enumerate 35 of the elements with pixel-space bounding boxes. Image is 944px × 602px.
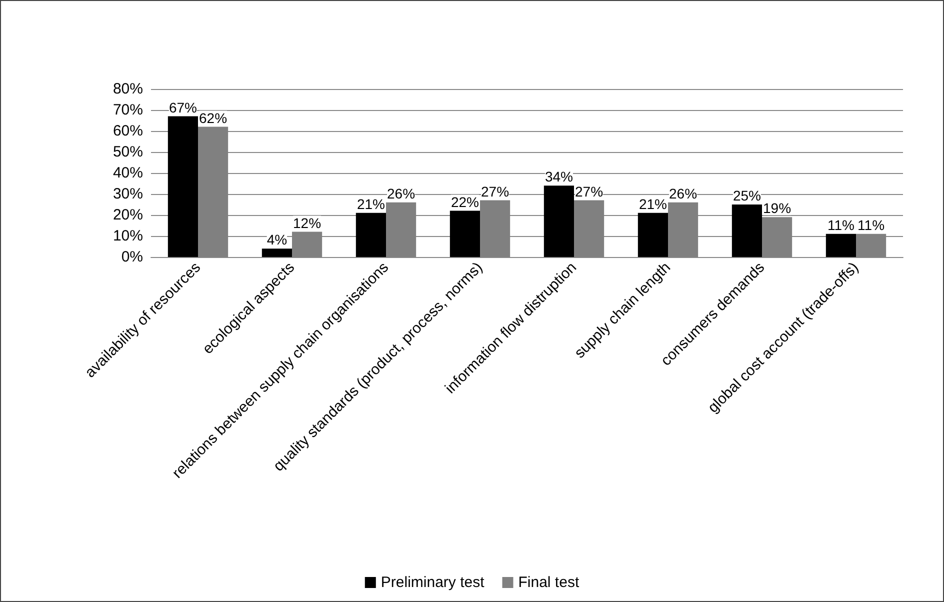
- data-label: 25%: [732, 188, 761, 204]
- y-tick-label: 80%: [112, 80, 143, 98]
- bar: [732, 204, 762, 257]
- data-label: 22%: [450, 194, 479, 210]
- data-label: 11%: [827, 216, 854, 233]
- y-tick-label: 50%: [112, 144, 143, 160]
- data-label: 12%: [293, 214, 322, 231]
- data-label: 26%: [387, 185, 416, 202]
- data-label: 11%: [858, 216, 885, 233]
- data-label: 62%: [199, 110, 228, 126]
- y-tick-label: 20%: [112, 206, 143, 224]
- bar: [638, 212, 668, 257]
- bar: [826, 234, 856, 257]
- bar: [356, 212, 386, 257]
- data-label: 19%: [763, 200, 792, 216]
- data-label: 21%: [638, 196, 667, 212]
- bar: [168, 116, 198, 257]
- data-label: 27%: [481, 183, 510, 200]
- data-label: 26%: [669, 185, 698, 202]
- y-tick-label: 60%: [112, 122, 143, 140]
- bar: [262, 248, 292, 257]
- y-tick-label: 40%: [112, 164, 143, 182]
- y-tick-label: 10%: [112, 228, 143, 244]
- legend-label: Preliminary test: [380, 574, 486, 591]
- bar: [450, 210, 480, 257]
- data-label: 34%: [544, 168, 573, 185]
- data-label: 67%: [168, 99, 197, 116]
- legend-label: Final test: [518, 574, 580, 591]
- bar: [544, 186, 574, 257]
- data-label: 4%: [266, 232, 288, 248]
- y-tick-label: 30%: [112, 186, 143, 202]
- y-tick-label: 0%: [121, 248, 143, 266]
- data-label: 27%: [575, 183, 604, 200]
- data-label: 21%: [356, 196, 385, 212]
- y-tick-label: 70%: [112, 102, 143, 118]
